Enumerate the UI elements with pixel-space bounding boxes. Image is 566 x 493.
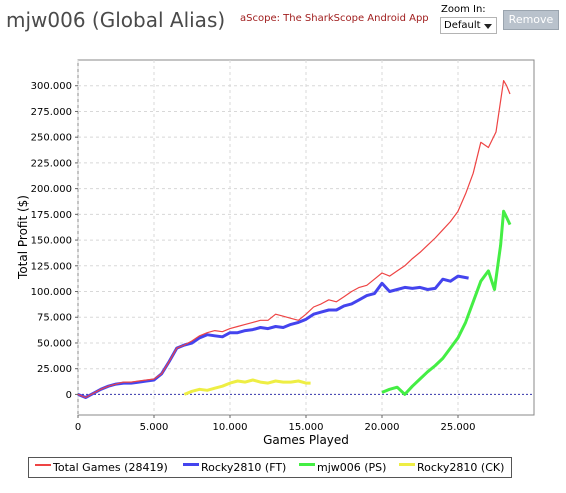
zoom-label: Zoom In:: [441, 4, 486, 15]
zoom-select[interactable]: Default: [440, 17, 497, 34]
y-tick-label: 150.000: [31, 236, 72, 247]
chevron-down-icon: [484, 24, 492, 29]
x-tick-label: 15.000: [289, 422, 324, 433]
chart-legend: Total Games (28419) Rocky2810 (FT) mjw00…: [28, 457, 512, 478]
x-tick-label: 20.000: [365, 422, 400, 433]
page-title: mjw006 (Global Alias): [6, 8, 226, 32]
axis-layer: 0 5.000 10.000 15.000 20.000 25.000 0 25.000 50.…: [31, 81, 476, 433]
profit-chart: 0 5.000 10.000 15.000 20.000 25.000 0 25.000 50.…: [16, 59, 535, 447]
y-tick-label: 175.000: [31, 210, 72, 221]
y-tick-label: 0: [66, 390, 72, 401]
y-tick-label: 75.000: [37, 313, 72, 324]
x-tick-label: 5.000: [140, 422, 169, 433]
legend-swatch-ps: [299, 463, 315, 466]
y-axis-title: Total Profit ($): [16, 195, 30, 280]
series-line-2: [381, 209, 512, 396]
legend-item-total: Total Games (28419): [53, 461, 168, 474]
x-tick-label: 25.000: [441, 422, 476, 433]
legend-item-ft: Rocky2810 (FT): [201, 461, 287, 474]
remove-button[interactable]: Remove: [503, 10, 559, 30]
y-tick-label: 200.000: [31, 184, 72, 195]
x-tick-label: 0: [75, 422, 81, 433]
series-line-1: [77, 274, 469, 399]
y-tick-label: 250.000: [31, 133, 72, 144]
ascope-app-link[interactable]: aScope: The SharkScope Android App: [240, 13, 429, 24]
y-tick-label: 100.000: [31, 287, 72, 298]
y-tick-label: 25.000: [37, 364, 72, 375]
legend-item-ps: mjw006 (PS): [317, 461, 387, 474]
y-tick-label: 300.000: [31, 81, 72, 92]
legend-item-ck: Rocky2810 (CK): [417, 461, 505, 474]
y-tick-label: 125.000: [31, 261, 72, 272]
chart-grid: [77, 60, 534, 415]
series-line-3: [183, 378, 311, 396]
x-axis-title: Games Played: [263, 433, 349, 447]
y-tick-label: 225.000: [31, 158, 72, 169]
legend-swatch-total: [35, 464, 51, 466]
y-tick-label: 50.000: [37, 338, 72, 349]
legend-swatch-ck: [399, 463, 415, 466]
y-tick-label: 275.000: [31, 107, 72, 118]
x-tick-label: 10.000: [213, 422, 248, 433]
zoom-select-value: Default: [444, 20, 481, 31]
legend-swatch-ft: [183, 463, 199, 466]
series-layer: [77, 79, 512, 399]
